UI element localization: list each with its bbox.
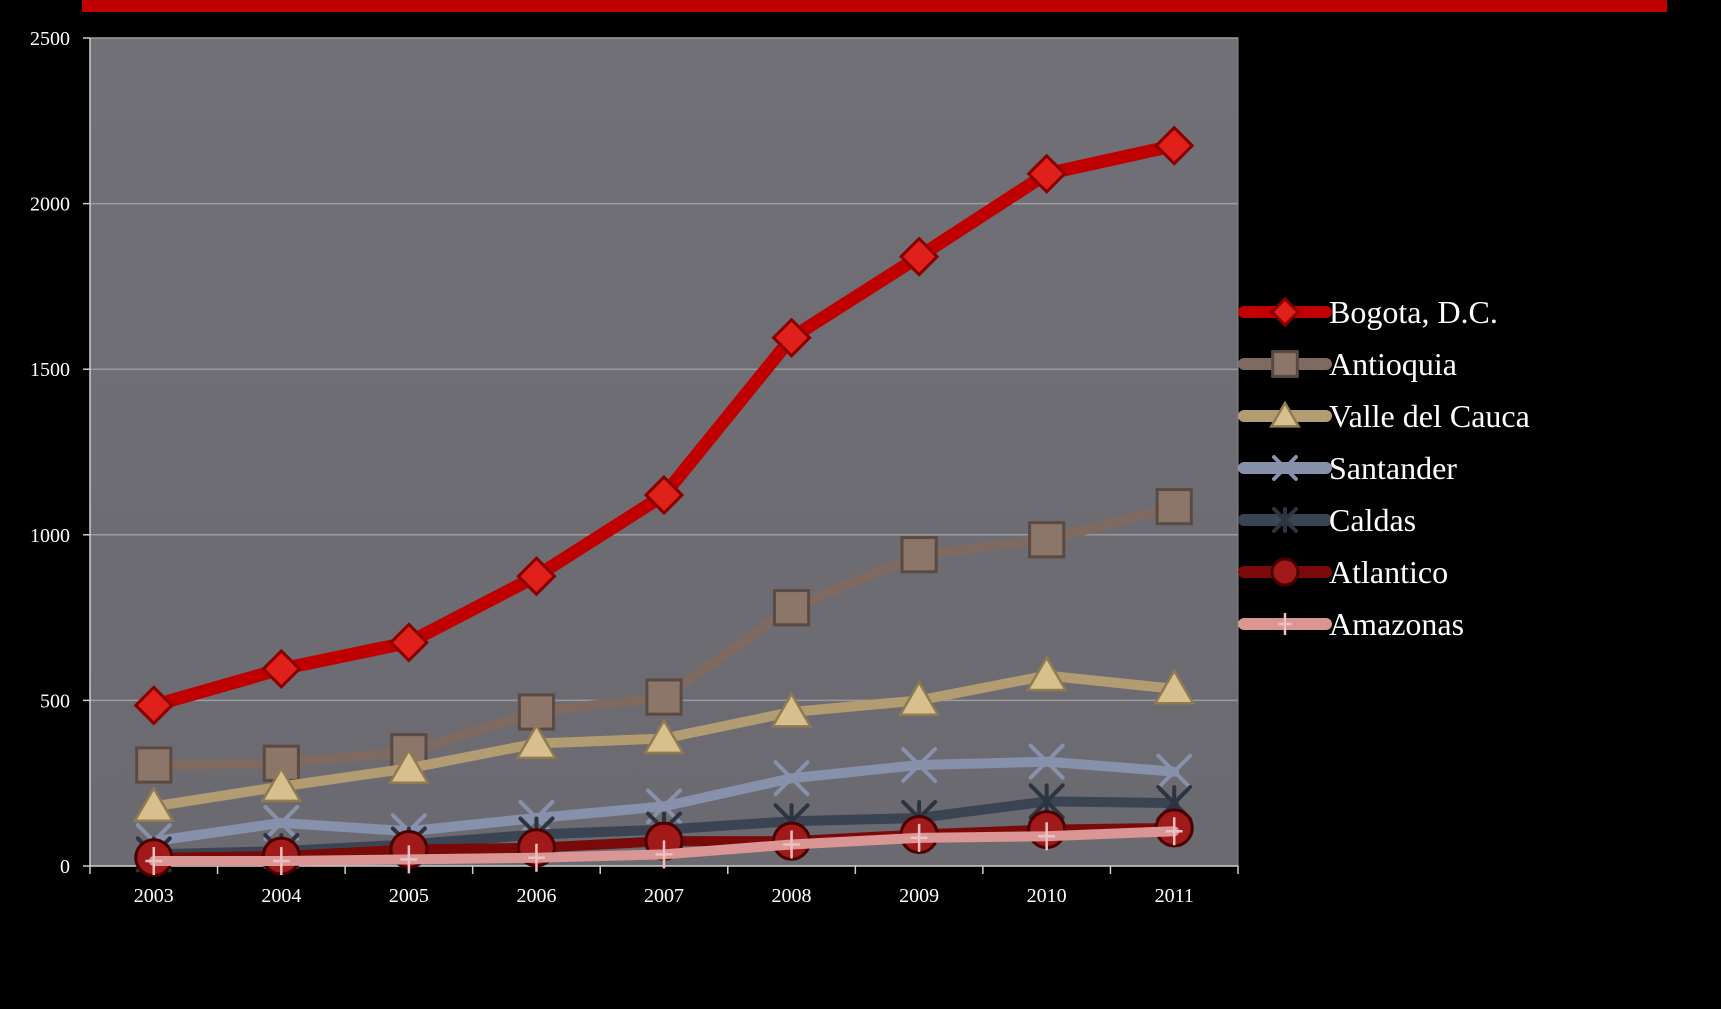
data-point-marker: [1154, 125, 1195, 166]
data-point-marker: [1153, 668, 1196, 705]
x-tick-label: 2010: [1027, 885, 1067, 907]
legend: Bogota, D.C. Antioquia Valle del Cauca Sant…: [1238, 294, 1530, 642]
x-axis-ticks: 2003 2004 2005 2006 2007 2008 2009 2010 2011: [89, 866, 1239, 907]
data-point-marker: [1038, 822, 1056, 851]
data-point-marker: [272, 847, 290, 876]
x-tick-label: 2011: [1155, 885, 1194, 907]
legend-swatch-marker: [1271, 350, 1299, 378]
data-point-marker: [263, 804, 300, 841]
data-point-marker: [901, 746, 938, 783]
y-tick-label: 1500: [30, 359, 70, 381]
data-point-marker: [783, 830, 800, 859]
data-point-marker: [898, 679, 941, 717]
data-point-marker: [910, 823, 928, 852]
legend-label: Santander: [1329, 450, 1457, 486]
x-tick-label: 2009: [899, 885, 939, 907]
legend-item: Atlantico: [1238, 554, 1448, 590]
legend-label: Valle del Cauca: [1329, 398, 1530, 434]
x-tick-label: 2003: [134, 885, 174, 907]
data-point-marker: [515, 722, 558, 760]
y-tick-label: 2000: [30, 194, 70, 216]
data-point-marker: [1026, 153, 1067, 194]
series-amazonas: [145, 817, 1183, 876]
legend-swatch-marker: [1269, 296, 1301, 328]
data-point-marker: [387, 747, 430, 784]
legend-item: Antioquia: [1238, 346, 1457, 382]
legend-swatch-marker: [1278, 613, 1292, 635]
data-point-marker: [773, 760, 810, 797]
legend-item: Amazonas: [1238, 606, 1464, 642]
legend-label: Antioquia: [1329, 346, 1457, 382]
data-point-marker: [770, 691, 813, 728]
series-bogota-d-c-: [133, 125, 1195, 726]
data-point-marker: [400, 845, 418, 874]
data-point-marker: [388, 622, 430, 663]
data-point-marker: [1028, 521, 1066, 559]
data-point-marker: [135, 746, 173, 784]
y-tick-label: 2500: [30, 28, 70, 50]
data-point-marker: [1156, 753, 1193, 790]
title-bar-accent: [82, 0, 1667, 12]
legend-label: Atlantico: [1329, 554, 1448, 590]
data-point-marker: [643, 474, 685, 516]
x-tick-label: 2008: [772, 885, 812, 907]
data-point-marker: [642, 718, 686, 755]
legend-swatch-marker: [1272, 455, 1298, 481]
legend-item: Bogota, D.C.: [1238, 294, 1498, 330]
legend-label: Bogota, D.C.: [1329, 294, 1498, 330]
legend-swatch-marker: [1270, 557, 1300, 587]
legend-item: Caldas: [1238, 502, 1416, 538]
data-point-marker: [132, 785, 175, 823]
y-axis-ticks: 0 500 1000 1500 2000 2500: [30, 28, 90, 878]
series-valle-del-cauca: [132, 655, 1196, 823]
legend-item: Valle del Cauca: [1238, 398, 1530, 434]
y-tick-label: 1000: [30, 525, 70, 547]
data-point-marker: [771, 317, 812, 358]
x-tick-label: 2007: [644, 885, 684, 907]
data-point-marker: [645, 678, 683, 716]
legend-label: Caldas: [1329, 502, 1416, 538]
data-point-marker: [900, 536, 938, 574]
data-point-marker: [1025, 655, 1068, 692]
legend-item: Santander: [1238, 450, 1457, 486]
x-tick-label: 2006: [516, 885, 556, 907]
series-group: [132, 125, 1196, 878]
y-tick-label: 0: [60, 856, 70, 878]
legend-label: Amazonas: [1329, 606, 1464, 642]
data-point-marker: [1165, 817, 1183, 846]
data-point-marker: [655, 840, 673, 869]
data-point-marker: [516, 556, 557, 597]
x-tick-label: 2005: [389, 885, 429, 907]
data-point-marker: [1155, 488, 1193, 526]
data-point-marker: [261, 648, 302, 690]
data-point-marker: [133, 685, 174, 726]
x-tick-label: 2004: [261, 885, 301, 907]
data-point-marker: [1028, 743, 1065, 780]
data-point-marker: [528, 843, 545, 872]
y-tick-label: 500: [40, 690, 70, 712]
data-point-marker: [260, 766, 303, 803]
data-point-marker: [772, 589, 811, 627]
data-point-marker: [898, 236, 940, 277]
legend-swatch-marker: [1269, 400, 1301, 428]
legend-swatch-marker: [1272, 507, 1298, 533]
data-point-marker: [145, 847, 163, 876]
